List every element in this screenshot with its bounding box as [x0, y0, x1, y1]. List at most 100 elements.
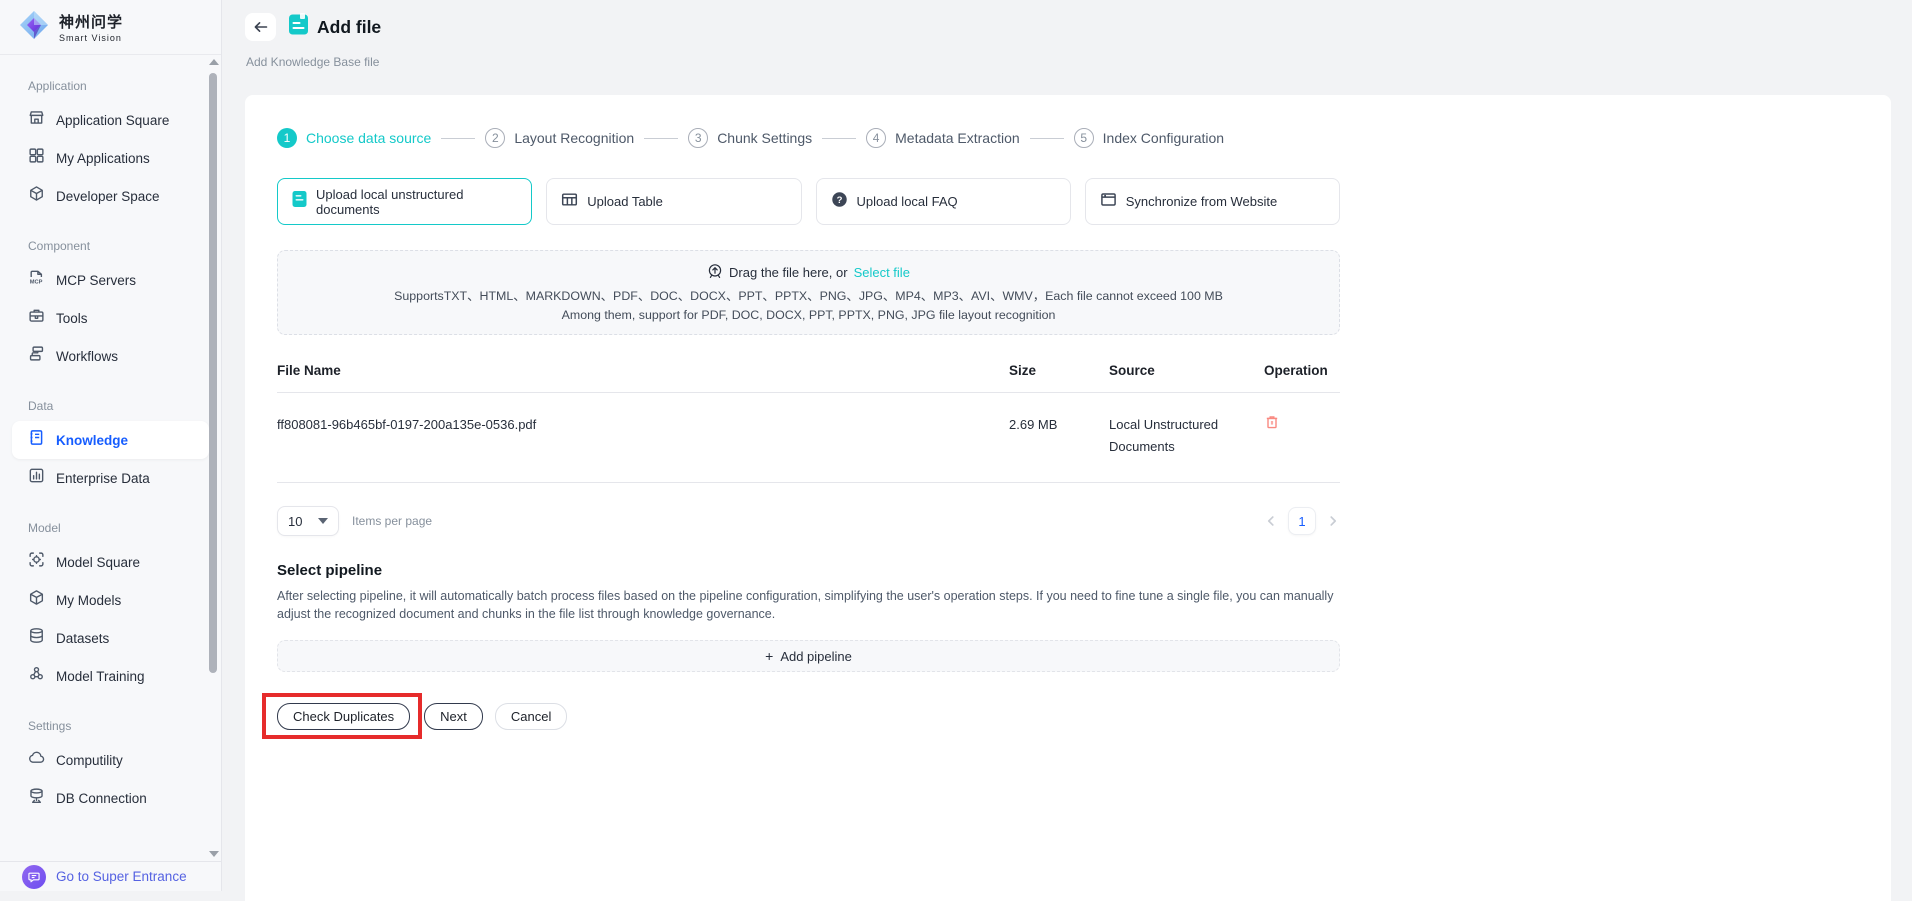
- next-page-button[interactable]: [1326, 514, 1340, 528]
- step-label: Metadata Extraction: [895, 130, 1020, 146]
- data-source-tabs: Upload local unstructured documents Uplo…: [277, 178, 1340, 225]
- cancel-button[interactable]: Cancel: [495, 703, 567, 730]
- page-size-select[interactable]: 10: [277, 506, 339, 536]
- page-size-value: 10: [288, 514, 302, 529]
- grid-icon: [28, 147, 45, 169]
- page-subtitle: Add Knowledge Base file: [246, 55, 379, 69]
- sidebar-item-developer-space[interactable]: Developer Space: [12, 177, 209, 215]
- step-number: 1: [277, 128, 297, 148]
- model-square-icon: [28, 551, 45, 573]
- scroll-up-arrow-icon[interactable]: [209, 59, 219, 65]
- sidebar-item-label: Knowledge: [56, 433, 128, 448]
- step-number: 3: [688, 128, 708, 148]
- file-table: File Name Size Source Operation ff808081…: [277, 363, 1340, 483]
- sidebar-item-knowledge[interactable]: Knowledge: [12, 421, 209, 459]
- sidebar-item-computility[interactable]: Computility: [12, 741, 209, 779]
- back-button[interactable]: [245, 13, 276, 41]
- chat-bubble-icon: [22, 865, 46, 889]
- sidebar-item-label: MCP Servers: [56, 273, 136, 288]
- chevron-right-icon: [1326, 514, 1340, 528]
- main-area: Add file Add Knowledge Base file 1 Choos…: [222, 0, 1912, 891]
- sidebar-item-my-models[interactable]: My Models: [12, 581, 209, 619]
- tab-upload-local-unstructured[interactable]: Upload local unstructured documents: [277, 178, 532, 225]
- cell-source: Local Unstructured Documents: [1109, 414, 1264, 458]
- step-label: Layout Recognition: [514, 130, 634, 146]
- sidebar-item-label: My Applications: [56, 151, 150, 166]
- sidebar-item-label: Computility: [56, 753, 123, 768]
- sidebar-item-label: Model Square: [56, 555, 140, 570]
- question-circle-icon: ?: [831, 191, 848, 213]
- table-grid-icon: [561, 191, 578, 213]
- cloud-icon: [28, 749, 45, 771]
- sidebar-item-label: Developer Space: [56, 189, 160, 204]
- delete-file-button[interactable]: [1264, 414, 1280, 437]
- notebook-icon: [28, 429, 45, 451]
- sidebar-item-label: Workflows: [56, 349, 118, 364]
- sidebar-item-tools[interactable]: Tools: [12, 299, 209, 337]
- super-entrance-link[interactable]: Go to Super Entrance: [0, 861, 221, 891]
- step-layout-recognition: 2 Layout Recognition: [485, 128, 634, 148]
- previous-page-button[interactable]: [1264, 514, 1278, 528]
- section-label-settings: Settings: [12, 717, 209, 735]
- step-metadata-extraction: 4 Metadata Extraction: [866, 128, 1020, 148]
- tab-label: Upload local unstructured documents: [316, 187, 517, 217]
- sidebar-item-datasets[interactable]: Datasets: [12, 619, 209, 657]
- sidebar: 神州问学 Smart Vision Application Applicatio…: [0, 0, 222, 891]
- sidebar-item-label: Datasets: [56, 631, 109, 646]
- check-duplicates-button[interactable]: Check Duplicates: [277, 703, 410, 730]
- brand-logo: 神州问学 Smart Vision: [0, 0, 221, 55]
- step-index-configuration: 5 Index Configuration: [1074, 128, 1224, 148]
- add-pipeline-button[interactable]: + Add pipeline: [277, 640, 1340, 672]
- scroll-down-arrow-icon[interactable]: [209, 851, 219, 857]
- brand-name-zh: 神州问学: [59, 11, 123, 32]
- dropzone-text: Drag the file here, or: [729, 265, 848, 280]
- sidebar-item-mcp-servers[interactable]: MCP MCP Servers: [12, 261, 209, 299]
- select-file-link[interactable]: Select file: [854, 265, 910, 280]
- step-connector: [1030, 138, 1064, 139]
- table-header-row: File Name Size Source Operation: [277, 363, 1340, 393]
- select-pipeline-description: After selecting pipeline, it will automa…: [277, 588, 1340, 623]
- tab-upload-local-faq[interactable]: ? Upload local FAQ: [816, 178, 1071, 225]
- section-label-data: Data: [12, 397, 209, 415]
- page-number-button[interactable]: 1: [1288, 507, 1316, 535]
- svg-text:MCP: MCP: [30, 280, 43, 286]
- add-pipeline-label: Add pipeline: [780, 649, 852, 664]
- stepper: 1 Choose data source 2 Layout Recognitio…: [277, 128, 1340, 148]
- sidebar-item-db-connection[interactable]: DB Connection: [12, 779, 209, 817]
- supported-formats-text: SupportsTXT、HTML、MARKDOWN、PDF、DOC、DOCX、P…: [394, 286, 1223, 304]
- next-button[interactable]: Next: [424, 703, 483, 730]
- upload-icon: [707, 263, 723, 282]
- sidebar-item-model-square[interactable]: Model Square: [12, 543, 209, 581]
- box-icon: [28, 589, 45, 611]
- step-connector: [822, 138, 856, 139]
- trash-icon: [1264, 414, 1280, 430]
- layout-recognition-note: Among them, support for PDF, DOC, DOCX, …: [562, 308, 1056, 322]
- back-arrow-icon: [253, 19, 269, 35]
- step-number: 2: [485, 128, 505, 148]
- step-connector: [644, 138, 678, 139]
- scrollbar-thumb[interactable]: [209, 73, 217, 673]
- sidebar-item-label: Enterprise Data: [56, 471, 150, 486]
- sidebar-item-workflows[interactable]: Workflows: [12, 337, 209, 375]
- molecule-icon: [28, 665, 45, 687]
- file-dropzone[interactable]: Drag the file here, or Select file Suppo…: [277, 250, 1340, 335]
- tab-upload-table[interactable]: Upload Table: [546, 178, 801, 225]
- tab-synchronize-from-website[interactable]: Synchronize from Website: [1085, 178, 1340, 225]
- step-number: 4: [866, 128, 886, 148]
- browser-window-icon: [1100, 191, 1117, 213]
- brand-name-en: Smart Vision: [59, 33, 123, 43]
- sidebar-item-label: Model Training: [56, 669, 145, 684]
- section-label-model: Model: [12, 519, 209, 537]
- sidebar-item-label: DB Connection: [56, 791, 147, 806]
- sidebar-item-model-training[interactable]: Model Training: [12, 657, 209, 695]
- table-row: ff808081-96b465bf-0197-200a135e-0536.pdf…: [277, 393, 1340, 483]
- sidebar-item-my-applications[interactable]: My Applications: [12, 139, 209, 177]
- page-title: Add file: [317, 17, 381, 38]
- server-icon: [28, 787, 45, 809]
- pagination: 10 Items per page 1: [277, 506, 1340, 536]
- plus-icon: +: [765, 648, 773, 664]
- sidebar-item-enterprise-data[interactable]: Enterprise Data: [12, 459, 209, 497]
- sidebar-item-application-square[interactable]: Application Square: [12, 101, 209, 139]
- sidebar-scrollbar: [207, 55, 219, 861]
- select-pipeline-title: Select pipeline: [277, 562, 1340, 579]
